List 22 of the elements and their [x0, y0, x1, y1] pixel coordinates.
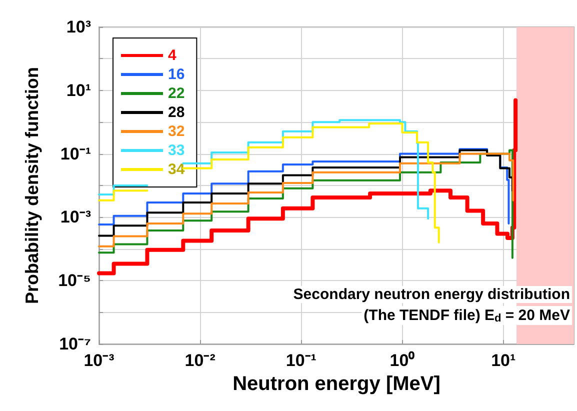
legend-label: 32: [168, 123, 185, 140]
y-tick-label: 10¹: [66, 80, 92, 100]
y-tick-label: 10⁻¹: [60, 144, 92, 164]
x-tick-label: 10⁰: [390, 351, 415, 370]
legend-label: 33: [168, 142, 185, 159]
y-tick-label: 10⁻³: [60, 208, 92, 227]
y-axis-title: Probability density function: [22, 66, 42, 304]
legend-label: 4: [168, 47, 177, 64]
legend-label: 34: [168, 161, 186, 178]
y-tick-label: 10⁻⁷: [59, 334, 91, 354]
y-tick-label: 10³: [66, 18, 92, 36]
legend-label: 16: [168, 66, 185, 83]
annotation: (The TENDF file) Ed = 20 MeV: [364, 307, 570, 324]
x-tick-label: 10⁻²: [184, 351, 216, 370]
y-tick-label: 10⁻⁵: [58, 271, 91, 290]
x-tick-label: 10¹: [491, 351, 516, 370]
legend-label: 28: [168, 104, 185, 121]
annotation: Secondary neutron energy distribution: [293, 286, 570, 303]
x-axis-title: Neutron energy [MeV]: [232, 373, 440, 395]
x-tick-label: 10⁻¹: [286, 351, 317, 370]
legend-label: 22: [168, 85, 185, 102]
x-tick-label: 10⁻³: [84, 351, 115, 370]
